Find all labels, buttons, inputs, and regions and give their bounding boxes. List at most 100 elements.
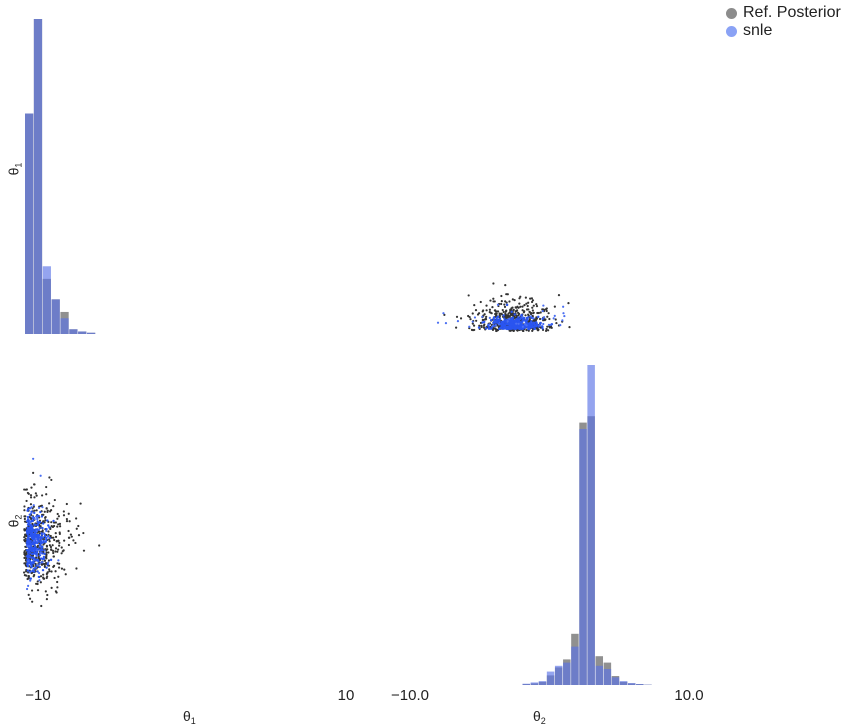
scatter-snle-outlier	[35, 530, 38, 533]
scatter-snle-outlier	[28, 545, 31, 548]
scatter-ref-point	[35, 494, 38, 497]
scatter-snle-point	[485, 327, 488, 330]
scatter-snle-point	[493, 321, 497, 324]
scatter-ref-point	[47, 551, 50, 554]
scatter-ref-point	[64, 573, 67, 576]
scatter-ref-point	[57, 523, 60, 526]
scatter-ref-point	[32, 575, 35, 578]
scatter-ref-point	[63, 539, 66, 542]
scatter-ref-point	[513, 299, 516, 302]
scatter-ref-point	[503, 305, 507, 308]
scatter-snle-outlier	[542, 322, 545, 326]
scatter-ref-point	[475, 319, 478, 322]
scatter-snle-point	[498, 319, 501, 322]
scatter-snle-point	[40, 549, 44, 552]
scatter-snle-outlier	[491, 324, 494, 328]
scatter-ref-point	[495, 329, 498, 333]
scatter-snle-outlier	[515, 322, 518, 325]
scatter-snle-point	[43, 552, 46, 556]
scatter-ref-point	[459, 317, 463, 320]
scatter-ref-point	[47, 530, 50, 533]
scatter-ref-point	[23, 517, 26, 521]
scatter-snle-point	[48, 536, 52, 540]
scatter-ref-point	[43, 559, 46, 562]
scatter-ref-point	[42, 513, 45, 516]
scatter-snle-point	[33, 532, 37, 535]
scatter-ref-point	[478, 324, 481, 327]
scatter-ref-point	[529, 312, 533, 316]
scatter-ref-point	[49, 534, 52, 538]
scatter-ref-point	[29, 496, 33, 499]
scatter-snle-point	[495, 316, 498, 319]
scatter-snle-outlier	[28, 571, 31, 574]
scatter-ref-point	[544, 329, 548, 332]
scatter-snle-point	[26, 556, 29, 559]
hist2-snle-bar	[571, 646, 579, 685]
hist2-snle-bar	[636, 684, 644, 685]
scatter-ref-point	[482, 309, 485, 312]
scatter-snle-point	[502, 327, 505, 330]
scatter-ref-point	[511, 314, 514, 317]
scatter-theta1-vs-theta2-lower	[22, 457, 101, 608]
scatter-ref-point	[58, 525, 62, 528]
scatter-snle-outlier	[562, 305, 565, 308]
scatter-snle-point	[520, 313, 523, 317]
scatter-snle-point	[539, 321, 542, 325]
scatter-snle-point	[37, 575, 41, 579]
scatter-snle-outlier	[30, 506, 33, 509]
scatter-ref-point	[52, 551, 55, 555]
scatter-snle-outlier	[29, 579, 32, 582]
scatter-ref-point	[23, 520, 27, 523]
scatter-ref-point	[32, 471, 35, 474]
scatter-ref-point	[56, 550, 59, 553]
scatter-ref-point	[50, 509, 53, 512]
scatter-snle-point	[37, 521, 40, 525]
scatter-snle-point	[47, 524, 50, 527]
scatter-snle-point	[31, 561, 35, 564]
scatter-ref-point	[527, 329, 530, 332]
scatter-snle-outlier	[47, 561, 50, 564]
scatter-ref-point	[548, 326, 552, 329]
scatter-snle-outlier	[37, 571, 41, 575]
scatter-snle-outlier	[444, 322, 448, 325]
scatter-ref-point	[58, 544, 61, 547]
scatter-snle-point	[39, 548, 42, 552]
scatter-ref-point	[35, 509, 38, 512]
scatter-ref-point	[65, 520, 69, 523]
hist1-snle-bar	[78, 331, 87, 334]
scatter-snle-outlier	[31, 515, 34, 519]
scatter-ref-point	[23, 538, 26, 542]
hist1-snle-bar	[60, 318, 69, 334]
scatter-ref-point	[75, 527, 78, 530]
scatter-ref-point	[52, 505, 55, 508]
scatter-ref-point	[23, 574, 26, 577]
scatter-snle-outlier	[25, 587, 29, 591]
scatter-snle-point	[533, 327, 537, 331]
scatter-ref-point	[485, 315, 488, 318]
scatter-snle-point	[523, 316, 526, 320]
scatter-snle-point	[528, 326, 531, 329]
scatter-ref-point	[509, 329, 512, 332]
scatter-snle-point	[39, 535, 43, 539]
scatter-ref-point	[498, 314, 502, 318]
scatter-snle-point	[28, 548, 31, 551]
scatter-snle-point	[41, 522, 45, 525]
scatter-ref-point	[522, 329, 525, 332]
hist1-snle-bar	[25, 113, 34, 334]
scatter-ref-point	[535, 317, 539, 320]
scatter-snle-point	[28, 507, 32, 510]
scatter-ref-point	[536, 327, 539, 330]
scatter-ref-point	[492, 297, 495, 300]
scatter-ref-point	[55, 540, 58, 543]
scatter-ref-point	[68, 520, 71, 523]
scatter-ref-point	[472, 324, 476, 327]
scatter-ref-point	[54, 521, 57, 524]
hist1-snle-bar	[86, 332, 96, 334]
scatter-ref-point	[33, 483, 36, 486]
scatter-snle-point	[28, 540, 31, 544]
scatter-snle-point	[31, 556, 35, 560]
scatter-snle-outlier	[553, 314, 556, 317]
scatter-ref-point	[42, 573, 45, 576]
xlabel-theta2: θ2	[533, 708, 546, 726]
scatter-snle-outlier	[46, 535, 50, 538]
